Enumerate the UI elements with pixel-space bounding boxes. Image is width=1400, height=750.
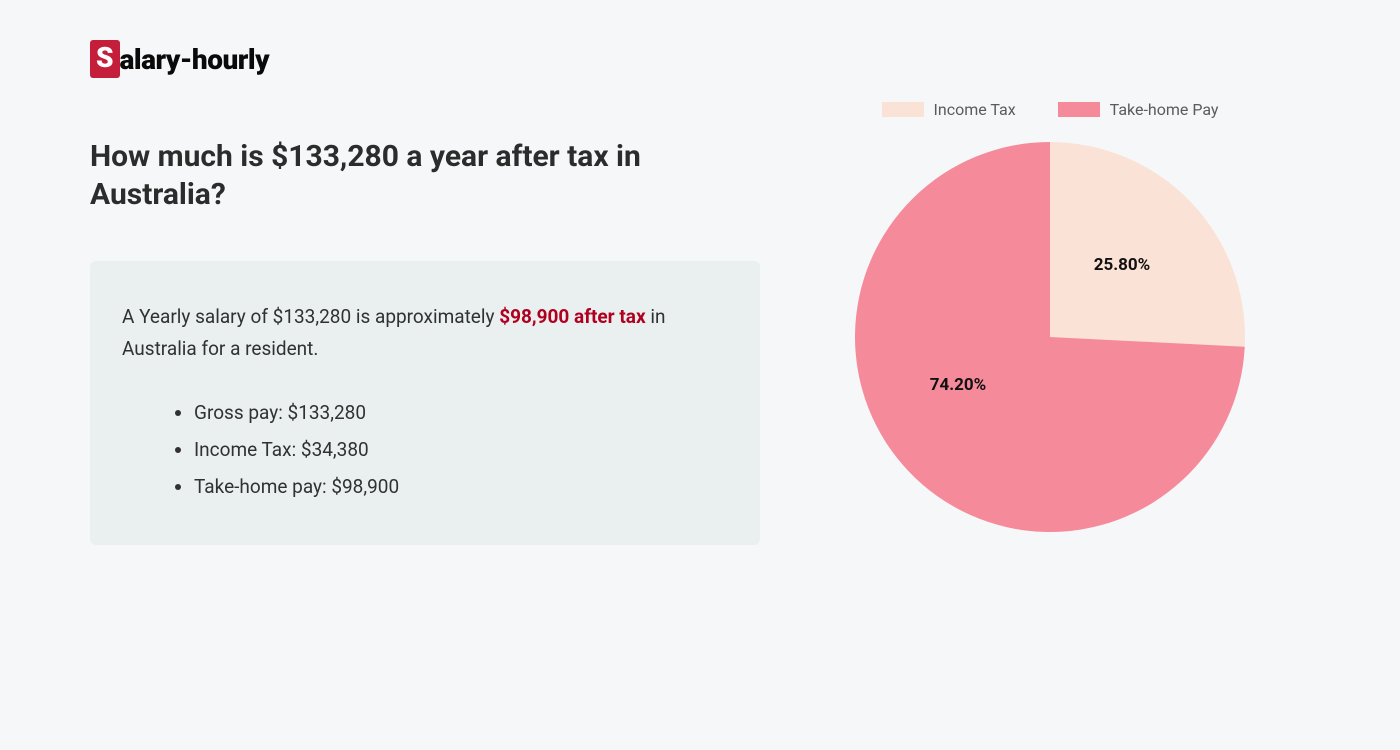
lead-prefix: A Yearly salary of $133,280 is approxima…	[122, 305, 499, 328]
summary-lead: A Yearly salary of $133,280 is approxima…	[122, 301, 728, 366]
legend-label-take-home: Take-home Pay	[1110, 100, 1219, 119]
pie-svg	[850, 137, 1250, 537]
slice-label-income-tax: 25.80%	[1094, 255, 1151, 275]
pie-chart: 25.80% 74.20%	[850, 137, 1250, 537]
slice-label-take-home: 74.20%	[930, 375, 987, 395]
legend-item-income-tax: Income Tax	[882, 100, 1016, 119]
right-column: Income Tax Take-home Pay 25.80% 74.20%	[820, 40, 1280, 545]
bullet-gross-pay: Gross pay: $133,280	[194, 394, 728, 431]
chart-legend: Income Tax Take-home Pay	[820, 100, 1280, 119]
bullet-income-tax: Income Tax: $34,380	[194, 431, 728, 468]
lead-highlight: $98,900 after tax	[499, 305, 645, 328]
legend-swatch-take-home	[1058, 102, 1100, 117]
site-logo: S alary-hourly	[90, 40, 760, 78]
legend-item-take-home: Take-home Pay	[1058, 100, 1219, 119]
left-column: S alary-hourly How much is $133,280 a ye…	[90, 40, 760, 545]
page-title: How much is $133,280 a year after tax in…	[90, 138, 760, 213]
summary-bullets: Gross pay: $133,280 Income Tax: $34,380 …	[122, 394, 728, 505]
bullet-take-home: Take-home pay: $98,900	[194, 468, 728, 505]
legend-label-income-tax: Income Tax	[934, 100, 1016, 119]
logo-badge: S	[90, 40, 120, 78]
page: S alary-hourly How much is $133,280 a ye…	[0, 0, 1400, 575]
logo-text: alary-hourly	[120, 43, 270, 76]
summary-box: A Yearly salary of $133,280 is approxima…	[90, 261, 760, 545]
legend-swatch-income-tax	[882, 102, 924, 117]
